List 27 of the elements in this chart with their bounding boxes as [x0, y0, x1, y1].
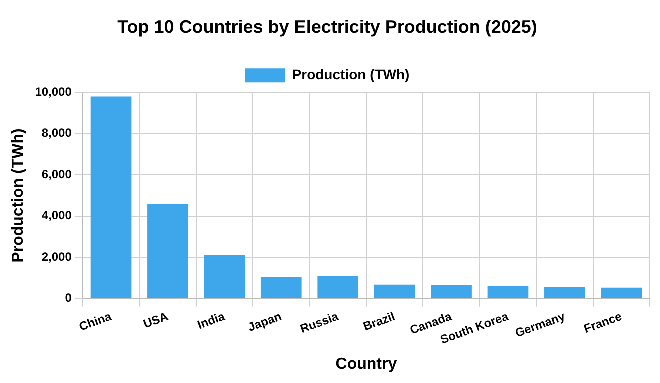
- x-tick-label: France: [582, 309, 624, 336]
- bar: [148, 204, 188, 298]
- y-tick-label: 10,000: [35, 84, 72, 99]
- bar: [488, 286, 529, 298]
- y-tick-label: 4,000: [42, 208, 72, 223]
- bar: [431, 285, 472, 298]
- y-tick-label: 8,000: [42, 126, 72, 140]
- y-tick-label: 2,000: [42, 250, 72, 264]
- x-tick-label: Brazil: [362, 309, 397, 334]
- y-axis-title: Production (TWh): [10, 128, 28, 263]
- bar: [260, 277, 302, 298]
- x-tick-label: Japan: [246, 309, 284, 334]
- y-tick-label: 6,000: [42, 167, 72, 182]
- x-tick-label: India: [196, 309, 228, 332]
- chart-title: Top 10 Countries by Electricity Production (2025): [118, 16, 538, 37]
- bar: [374, 284, 416, 298]
- x-axis-title: Country: [336, 356, 398, 373]
- x-tick-label: China: [77, 309, 114, 334]
- bar: [318, 276, 359, 298]
- x-tick-label: USA: [142, 309, 170, 332]
- bar: [204, 256, 246, 298]
- y-tick-label: 0: [65, 291, 72, 306]
- x-tick-label: Russia: [298, 309, 341, 336]
- bar: [601, 288, 642, 298]
- bar: [544, 288, 586, 298]
- legend-label: Production (TWh): [292, 66, 410, 82]
- bar: [90, 96, 132, 298]
